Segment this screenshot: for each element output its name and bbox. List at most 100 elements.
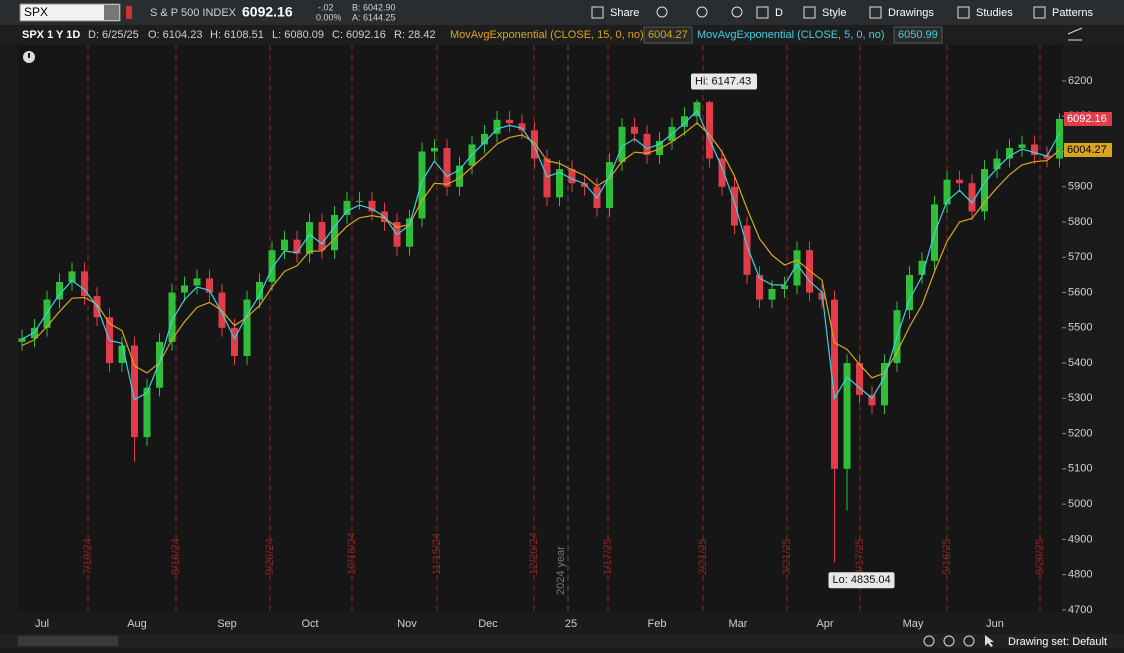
toolbar-button[interactable]: Patterns — [1052, 7, 1093, 19]
event-label: 3/21/25 — [781, 538, 793, 575]
info-range: R: 28.42 — [394, 29, 436, 41]
candle-body — [81, 271, 88, 297]
candle-body — [456, 165, 463, 187]
zoom-in[interactable] — [923, 635, 935, 647]
x-tick-label: Oct — [301, 618, 318, 630]
candle-body — [531, 130, 538, 159]
candle-body — [981, 169, 988, 212]
candle-body — [281, 239, 288, 251]
toolbar-button[interactable]: Studies — [976, 7, 1013, 19]
price-tag-label: 6004.27 — [1067, 144, 1107, 156]
zoom-out[interactable] — [943, 635, 955, 647]
ema5-box — [893, 26, 943, 44]
y-tick-label: 5000 — [1068, 498, 1092, 510]
x-tick-label: Nov — [397, 618, 417, 630]
toolbar-icon[interactable] — [656, 6, 668, 18]
candle-body — [581, 183, 588, 187]
candle-body — [506, 119, 513, 124]
y-tick-label: 5600 — [1068, 286, 1092, 298]
event-label: 4/17/25 — [854, 538, 866, 575]
candle-body — [856, 363, 863, 395]
candle-body — [943, 179, 951, 205]
y-tick-label: 5900 — [1068, 181, 1092, 193]
candle-body — [118, 345, 126, 364]
toolbar-icon[interactable] — [803, 6, 816, 19]
y-tick-label: 4700 — [1068, 604, 1092, 616]
toolbar-button[interactable]: Drawings — [888, 7, 934, 19]
drawing-set[interactable]: Drawing set: Default — [1008, 636, 1107, 648]
candle-body — [331, 214, 338, 251]
ema15-label[interactable]: MovAvgExponential (CLOSE, 15, 0, no) — [450, 29, 644, 41]
candle-body — [543, 158, 551, 198]
toolbar-icon[interactable] — [957, 6, 970, 19]
alert-mark — [28, 53, 30, 58]
candle-body — [568, 169, 576, 184]
y-tick-label: 5300 — [1068, 392, 1092, 404]
candle-body — [1056, 118, 1063, 159]
y-tick-label: 5800 — [1068, 216, 1092, 228]
x-tick-label: Feb — [648, 618, 667, 630]
symbol-name: S & P 500 INDEX — [150, 7, 237, 19]
event-label: 2/21/25 — [697, 538, 709, 575]
scrollbar[interactable] — [18, 636, 118, 646]
candle-body — [693, 102, 701, 117]
ema5-value: 6050.99 — [898, 29, 938, 41]
price-tag — [1064, 142, 1112, 157]
symbol[interactable]: SPX — [24, 5, 48, 19]
toolbar-icon[interactable] — [591, 6, 604, 19]
toolbar-button[interactable]: D — [775, 7, 783, 19]
toolbar — [0, 0, 1124, 25]
toolbar-icon[interactable] — [869, 6, 882, 19]
info-row — [0, 25, 1124, 45]
x-tick-label: Jul — [35, 618, 49, 630]
candle-body — [431, 147, 438, 152]
autoscale-icon[interactable] — [1067, 27, 1083, 41]
ema-lines — [21, 109, 1061, 401]
x-tick-label: May — [903, 618, 924, 630]
ask: A: 6144.25 — [352, 12, 396, 22]
cursor-icon[interactable] — [985, 635, 994, 647]
toolbar-icon[interactable] — [731, 6, 743, 18]
toolbar-button[interactable]: Share — [610, 7, 639, 19]
toolbar-icon[interactable] — [756, 6, 769, 19]
toolbar-buttons: Share D Style Drawings Studies Patterns — [591, 6, 1093, 19]
candle-body — [643, 133, 651, 156]
toolbar-button[interactable]: Style — [822, 7, 846, 19]
candle-body — [556, 169, 563, 198]
symbol-input[interactable] — [19, 3, 121, 22]
candle-body — [168, 292, 176, 342]
candle-body — [406, 218, 413, 247]
pan[interactable] — [963, 635, 975, 647]
candle-body — [681, 116, 688, 127]
change-pct: 0.00% — [316, 12, 342, 22]
y-tick-label: 5500 — [1068, 322, 1092, 334]
info-date: D: 6/25/25 — [88, 29, 139, 41]
ema15-value: 6004.27 — [648, 29, 688, 41]
info-close: C: 6092.16 — [332, 29, 386, 41]
ema5-label[interactable]: MovAvgExponential (CLOSE, 5, 0, no) — [697, 29, 885, 41]
candle-body — [31, 327, 38, 339]
x-tick-label: Jun — [986, 618, 1004, 630]
candle-body — [231, 327, 238, 357]
price-tag — [1064, 111, 1112, 126]
x-tick-label: Aug — [127, 618, 147, 630]
candle-body — [768, 289, 776, 300]
event-label: 12/20/24 — [528, 532, 540, 575]
candle-body — [268, 250, 276, 282]
candle-body — [631, 126, 638, 134]
candle-body — [868, 394, 876, 406]
toolbar-icon[interactable] — [1033, 6, 1046, 19]
event-label: 10/18/24 — [346, 532, 358, 575]
candle-body — [356, 200, 363, 202]
event-label: 1/17/25 — [602, 538, 614, 575]
link-icon[interactable] — [126, 6, 132, 19]
toolbar-icon[interactable] — [696, 6, 708, 18]
last-price: 6092.16 — [242, 4, 293, 20]
candle-body — [193, 278, 201, 286]
candle-body — [956, 179, 963, 184]
annotation-box — [828, 572, 895, 589]
candle-body — [243, 299, 251, 357]
dropdown[interactable] — [104, 5, 119, 20]
x-tick-label: Apr — [816, 618, 833, 630]
